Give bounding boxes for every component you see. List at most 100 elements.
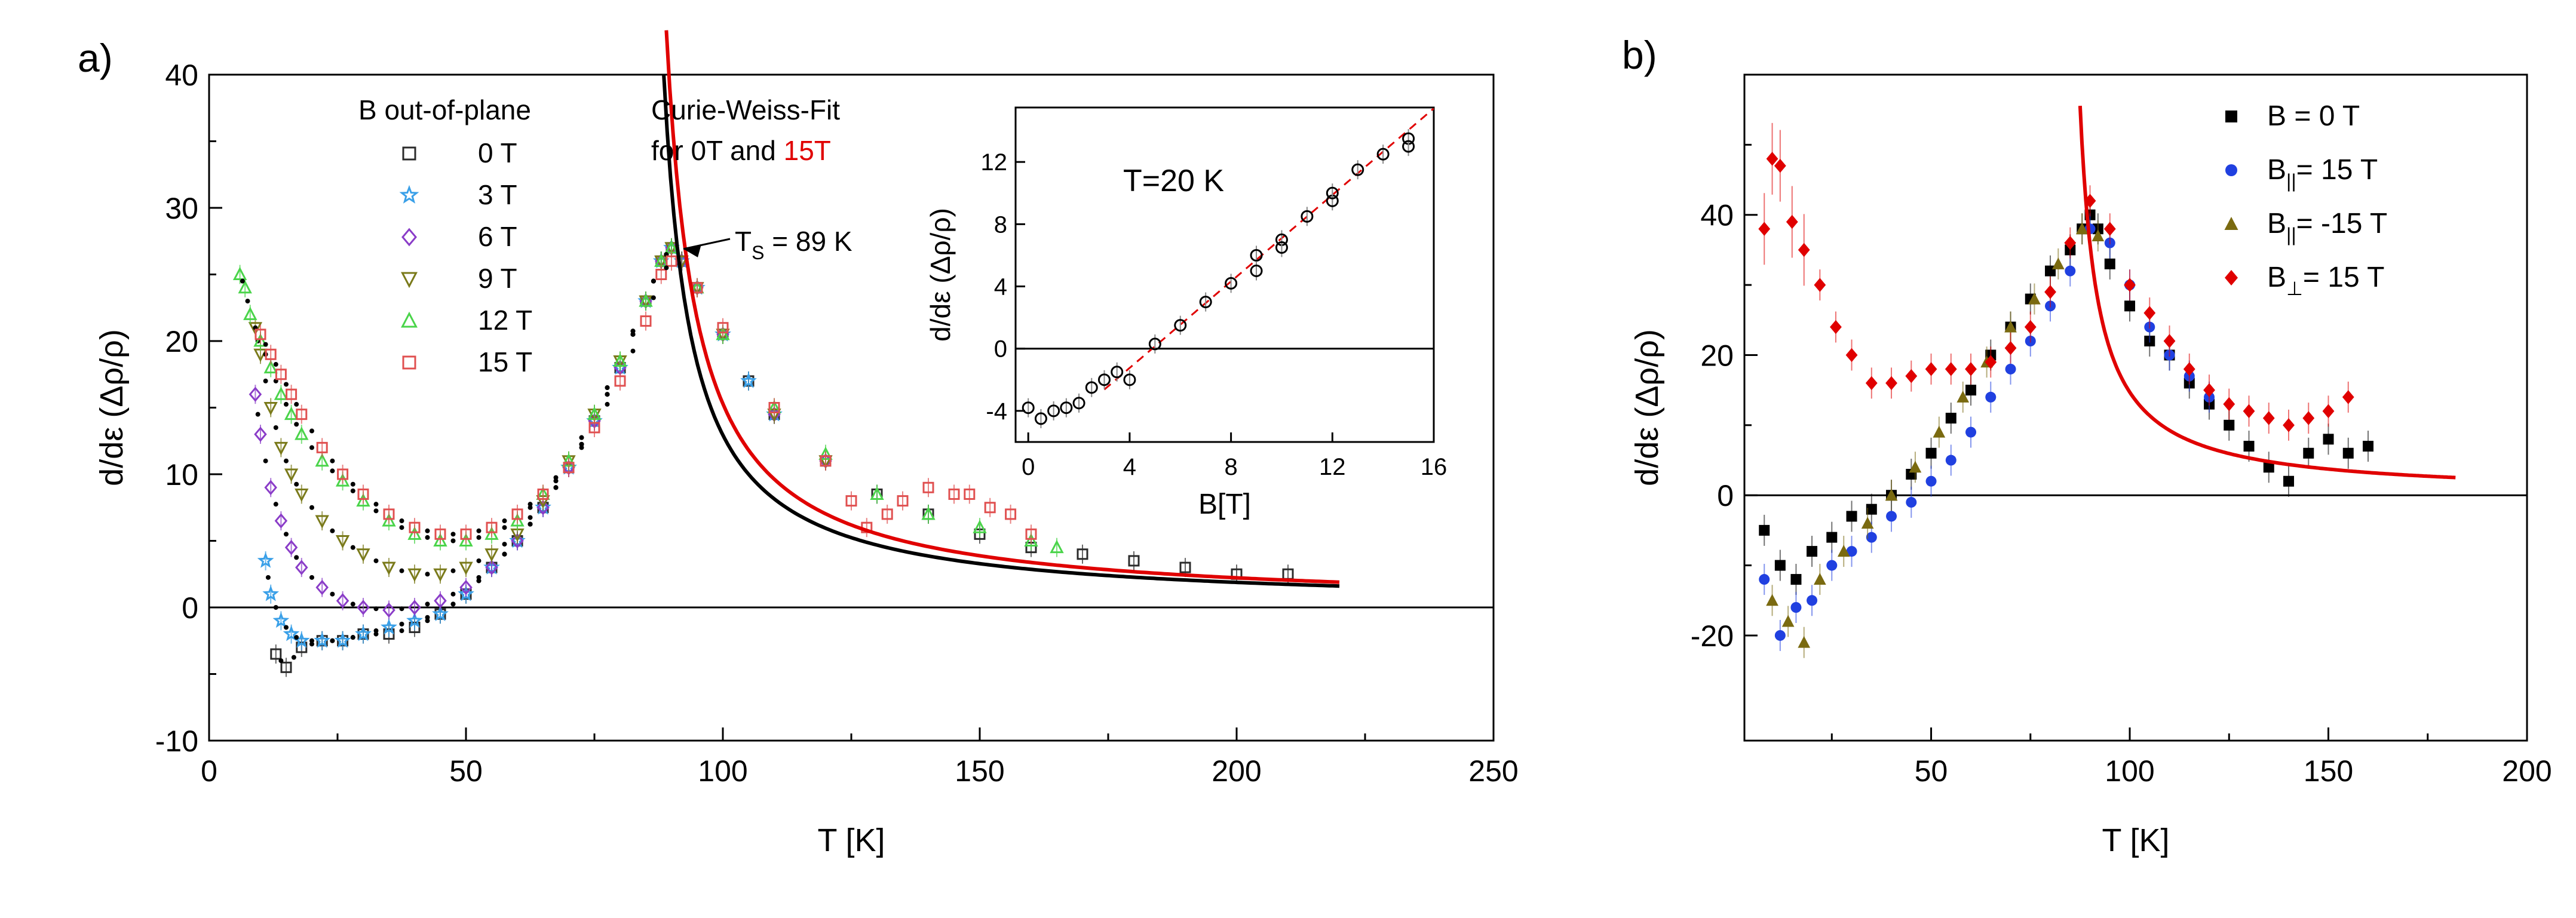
guide-dot [284, 401, 289, 407]
guide-dot [399, 621, 404, 627]
guide-dot [350, 545, 355, 550]
data-point [2342, 390, 2354, 404]
data-point [1005, 508, 1017, 520]
legend-rest: = 15 T [2303, 262, 2385, 293]
legend-subscript: || [2286, 170, 2296, 192]
guide-dot [450, 532, 456, 537]
data-point [1956, 391, 1970, 403]
data-point [2223, 397, 2235, 412]
data-point [263, 402, 278, 416]
inset-data-point [1047, 404, 1060, 417]
data-point [921, 506, 936, 520]
legend-label: 15 T [478, 346, 532, 377]
guide-dot [553, 485, 559, 490]
data-point [383, 508, 395, 520]
data-point [254, 426, 267, 442]
guide-dot [350, 488, 355, 493]
inset-data-point [1123, 373, 1136, 386]
y-tick-label: 10 [165, 458, 198, 492]
data-point [407, 568, 422, 582]
ts-annotation: TS = 89 K [735, 226, 852, 263]
data-point [284, 406, 299, 420]
series-2 [1766, 213, 2105, 658]
data-point [2124, 278, 2136, 292]
data-point [948, 488, 960, 500]
guide-dot [291, 655, 296, 660]
guide-dot [399, 628, 404, 634]
data-point [1179, 561, 1191, 573]
guide-dot [528, 521, 533, 527]
legend-label: B⊥= 15 T [2267, 262, 2384, 299]
data-point [283, 625, 300, 641]
legend-subscript: || [2286, 224, 2296, 245]
guide-dot [373, 631, 379, 637]
data-point [2092, 229, 2105, 241]
data-point [264, 480, 277, 496]
data-point [1774, 630, 1786, 641]
inset-data-point [1085, 381, 1098, 394]
data-point [1786, 214, 1798, 229]
guide-dot [330, 528, 335, 533]
data-point [1758, 222, 1771, 236]
inset-data-point [1111, 366, 1124, 379]
guide-dot [605, 385, 610, 391]
guide-dot [476, 535, 482, 540]
data-point [511, 508, 523, 520]
data-point [1885, 489, 1898, 501]
data-point [1925, 475, 1937, 487]
inset: 0 4 8 12 16 -4 0 4 8 12 T=20 K B[T] d/dε (Δρ/ρ) [925, 106, 1447, 520]
legend-marker [2225, 110, 2237, 122]
data-point [274, 386, 289, 400]
y-tick-label: 0 [1717, 479, 1734, 512]
inset-y-tick-label: 8 [994, 211, 1007, 238]
data-point [1790, 602, 1802, 613]
curie-weiss-fit [2078, 106, 2456, 480]
legend-label: 6 T [478, 221, 517, 252]
data-point [432, 605, 449, 622]
guide-dot [425, 618, 430, 624]
inset-data-point [1275, 241, 1288, 254]
guide-dot [309, 638, 314, 643]
data-point [1774, 158, 1786, 173]
inset-data-point [1097, 373, 1111, 386]
inset-data-point [1022, 401, 1035, 415]
data-point [1050, 539, 1064, 554]
inset-data-point [1072, 397, 1085, 410]
guide-dot [278, 658, 284, 664]
data-point [1909, 460, 1922, 473]
data-point [1846, 511, 1857, 522]
legend-marker [402, 355, 416, 370]
data-point [2044, 285, 2056, 299]
data-point [1885, 376, 1897, 391]
data-point [433, 533, 447, 546]
legend-rest: = -15 T [2296, 208, 2388, 240]
legend-label: 9 T [478, 263, 517, 294]
guide-dot [425, 528, 430, 533]
data-point [2283, 418, 2295, 432]
data-point [459, 533, 473, 546]
guide-dot [502, 518, 507, 524]
fit-annotation-line1: Curie-Weiss-Fit [651, 94, 840, 125]
guide-dot [502, 525, 507, 530]
guide-dot [553, 478, 559, 484]
data-point [1945, 455, 1956, 466]
data-point [1866, 532, 1877, 543]
guide-dot [330, 458, 335, 463]
inset-y-tick-label: -4 [986, 398, 1007, 425]
inset-data-point [1225, 277, 1238, 290]
guide-dot [373, 628, 379, 634]
data-point [2262, 411, 2275, 425]
x-tick-label: 100 [2105, 754, 2154, 788]
data-point [275, 369, 287, 380]
legend-marker [401, 228, 417, 247]
data-point [315, 453, 329, 467]
series-3t [257, 238, 783, 650]
ts-subscript: S [752, 242, 764, 263]
panel-b: b) 50 100 150 200 -20 0 20 40 T [K] d/dε (Δρ/ρ) B =… [1622, 33, 2552, 858]
guide-dot [273, 362, 278, 367]
guide-dot [350, 601, 355, 607]
panel-b-label: b) [1622, 33, 1657, 77]
data-point [510, 513, 525, 527]
data-point [434, 528, 446, 540]
